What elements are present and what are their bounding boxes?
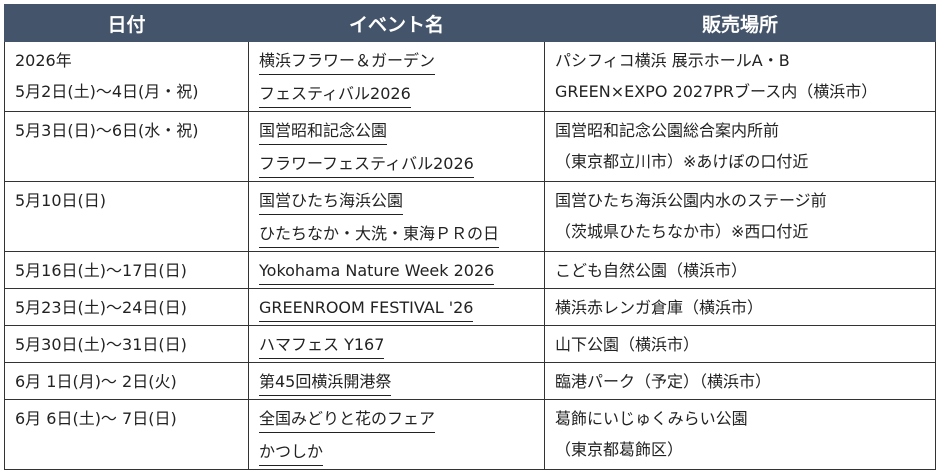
event-link[interactable]: フラワーフェスティバル2026	[259, 151, 474, 178]
venue-cell: 臨港パーク（予定）（横浜市）	[544, 362, 936, 400]
event-link[interactable]: かつしか	[259, 439, 324, 466]
date-cell: 6月 1日(月)～ 2日(火)	[4, 362, 249, 400]
venue-line: （茨城県ひたちなか市）※西口付近	[555, 222, 809, 241]
venue-line: パシフィコ横浜 展示ホールA・B	[555, 51, 790, 70]
date-cell: 5月10日(日)	[4, 181, 249, 252]
event-cell: 国営昭和記念公園 フラワーフェスティバル2026	[248, 111, 545, 182]
venue-line: GREEN×EXPO 2027PRブース内（横浜市）	[555, 82, 878, 101]
venue-line: 臨港パーク（予定）（横浜市）	[555, 372, 772, 391]
event-cell: 全国みどりと花のフェア かつしか	[248, 399, 545, 470]
venue-line: 国営昭和記念公園総合案内所前	[555, 121, 780, 140]
event-cell: Yokohama Nature Week 2026	[248, 251, 545, 289]
venue-line: （東京都葛飾区）	[555, 440, 684, 459]
event-cell: 国営ひたち海浜公園 ひたちなか・大洗・東海ＰＲの日	[248, 181, 545, 252]
event-link[interactable]: 国営昭和記念公園	[259, 118, 388, 145]
venue-line: こども自然公園（横浜市）	[555, 261, 748, 280]
event-link[interactable]: 第45回横浜開港祭	[259, 369, 392, 396]
date-line: 2026年	[15, 51, 72, 70]
event-link[interactable]: フェスティバル2026	[259, 81, 411, 108]
venue-line: 国営ひたち海浜公園内水のステージ前	[555, 191, 827, 210]
venue-line: 山下公園（横浜市）	[555, 335, 700, 354]
venue-cell: 横浜赤レンガ倉庫（横浜市）	[544, 288, 936, 326]
venue-cell: 国営昭和記念公園総合案内所前 （東京都立川市）※あけぼの口付近	[544, 111, 936, 182]
table-row: 5月10日(日) 国営ひたち海浜公園 ひたちなか・大洗・東海ＰＲの日 国営ひたち…	[4, 181, 936, 252]
event-link[interactable]: ハマフェス Y167	[259, 332, 385, 359]
event-cell: 横浜フラワー＆ガーデン フェスティバル2026	[248, 41, 545, 112]
table-row: 5月23日(土)～24日(日) GREENROOM FESTIVAL '26 横…	[4, 288, 936, 326]
table-row: 2026年 5月2日(土)～4日(月・祝) 横浜フラワー＆ガーデン フェスティバ…	[4, 41, 936, 112]
date-line: 5月3日(日)～6日(水・祝)	[15, 121, 199, 140]
event-link[interactable]: Yokohama Nature Week 2026	[259, 258, 495, 285]
header-venue: 販売場所	[544, 4, 936, 42]
event-cell: ハマフェス Y167	[248, 325, 545, 363]
venue-cell: こども自然公園（横浜市）	[544, 251, 936, 289]
event-link[interactable]: 全国みどりと花のフェア	[259, 406, 436, 433]
event-link[interactable]: 国営ひたち海浜公園	[259, 188, 404, 215]
date-cell: 6月 6日(土)～ 7日(日)	[4, 399, 249, 470]
date-line: 5月23日(土)～24日(日)	[15, 298, 187, 317]
date-line: 5月2日(土)～4日(月・祝)	[15, 82, 199, 101]
date-line: 5月30日(土)～31日(日)	[15, 335, 187, 354]
venue-line: 葛飾にいじゅくみらい公園	[555, 409, 748, 428]
event-link[interactable]: GREENROOM FESTIVAL '26	[259, 295, 474, 322]
date-cell: 5月3日(日)～6日(水・祝)	[4, 111, 249, 182]
header-date: 日付	[4, 4, 249, 42]
header-event: イベント名	[248, 4, 545, 42]
date-cell: 5月23日(土)～24日(日)	[4, 288, 249, 326]
venue-line: （東京都立川市）※あけぼの口付近	[555, 152, 809, 171]
event-cell: 第45回横浜開港祭	[248, 362, 545, 400]
date-cell: 5月30日(土)～31日(日)	[4, 325, 249, 363]
date-line: 5月10日(日)	[15, 191, 107, 210]
event-cell: GREENROOM FESTIVAL '26	[248, 288, 545, 326]
table-row: 5月16日(土)～17日(日) Yokohama Nature Week 202…	[4, 251, 936, 289]
date-line: 5月16日(土)～17日(日)	[15, 261, 187, 280]
schedule-table: 日付 イベント名 販売場所 2026年 5月2日(土)～4日(月・祝) 横浜フラ…	[4, 4, 936, 470]
venue-cell: 国営ひたち海浜公園内水のステージ前 （茨城県ひたちなか市）※西口付近	[544, 181, 936, 252]
date-line: 6月 1日(月)～ 2日(火)	[15, 372, 177, 391]
event-link[interactable]: 横浜フラワー＆ガーデン	[259, 48, 436, 75]
table-row: 5月30日(土)～31日(日) ハマフェス Y167 山下公園（横浜市）	[4, 325, 936, 363]
venue-cell: 葛飾にいじゅくみらい公園 （東京都葛飾区）	[544, 399, 936, 470]
header-row: 日付 イベント名 販売場所	[4, 4, 936, 42]
venue-cell: 山下公園（横浜市）	[544, 325, 936, 363]
date-line: 6月 6日(土)～ 7日(日)	[15, 409, 177, 428]
table-row: 5月3日(日)～6日(水・祝) 国営昭和記念公園 フラワーフェスティバル2026…	[4, 111, 936, 182]
event-link[interactable]: ひたちなか・大洗・東海ＰＲの日	[259, 221, 500, 248]
venue-line: 横浜赤レンガ倉庫（横浜市）	[555, 298, 764, 317]
date-cell: 2026年 5月2日(土)～4日(月・祝)	[4, 41, 249, 112]
table-row: 6月 1日(月)～ 2日(火) 第45回横浜開港祭 臨港パーク（予定）（横浜市）	[4, 362, 936, 400]
venue-cell: パシフィコ横浜 展示ホールA・B GREEN×EXPO 2027PRブース内（横…	[544, 41, 936, 112]
date-cell: 5月16日(土)～17日(日)	[4, 251, 249, 289]
table-row: 6月 6日(土)～ 7日(日) 全国みどりと花のフェア かつしか 葛飾にいじゅく…	[4, 399, 936, 470]
